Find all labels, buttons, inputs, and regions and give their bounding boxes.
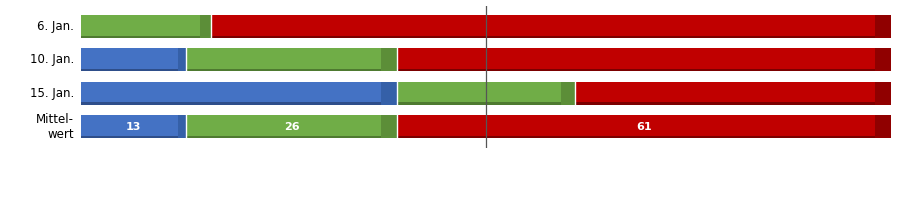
Bar (381, 115, 397, 138)
Bar (81, 115, 186, 138)
Bar (186, 136, 397, 138)
Bar (875, 49, 891, 71)
Bar (397, 49, 891, 71)
Bar (561, 82, 575, 105)
Bar (81, 69, 186, 71)
Bar (178, 115, 186, 138)
Bar (81, 15, 211, 38)
Bar (381, 82, 397, 105)
Bar (875, 15, 891, 38)
Bar (575, 102, 891, 105)
Bar (397, 102, 575, 105)
Bar (186, 115, 397, 138)
Bar (178, 49, 186, 71)
Bar (397, 136, 891, 138)
Bar (81, 82, 397, 105)
Text: 61: 61 (636, 122, 652, 132)
Bar (81, 49, 186, 71)
Bar (397, 82, 575, 105)
Bar (381, 49, 397, 71)
Bar (81, 102, 397, 105)
Bar (81, 136, 186, 138)
Text: 13: 13 (126, 122, 141, 132)
Bar (81, 36, 211, 38)
Bar (575, 82, 891, 105)
Bar (397, 69, 891, 71)
Bar (875, 82, 891, 105)
Bar (875, 115, 891, 138)
Bar (186, 69, 397, 71)
Bar (186, 49, 397, 71)
Bar (200, 15, 211, 38)
Bar (397, 115, 891, 138)
Bar (211, 15, 891, 38)
Bar (211, 36, 891, 38)
Text: 26: 26 (284, 122, 300, 132)
